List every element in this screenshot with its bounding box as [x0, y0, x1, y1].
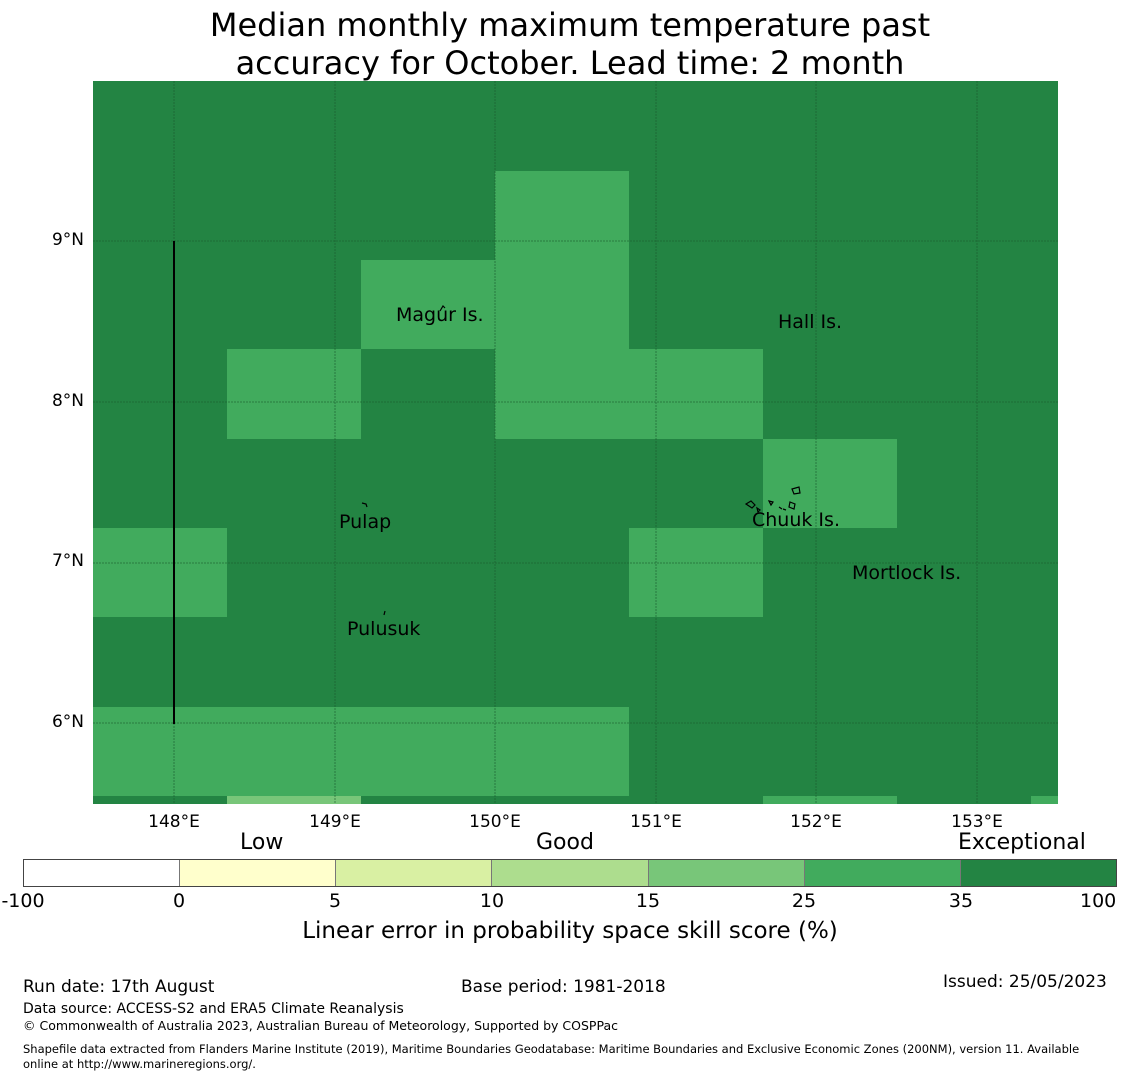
pulap-island-shape [361, 502, 368, 508]
legend-category-low: Low [240, 830, 284, 855]
place-label-mortlock: Mortlock Is. [852, 562, 962, 584]
colorbar-tick: 25 [791, 890, 817, 912]
shapefile-note: Shapefile data extracted from Flanders M… [23, 1042, 1080, 1056]
colorbar-tick: 0 [172, 890, 186, 912]
lon-tick: 148°E [148, 812, 200, 832]
skill-cell [1031, 796, 1058, 804]
lon-tick: 151°E [630, 812, 682, 832]
skill-cell [93, 528, 227, 617]
colorbar-tick: 100 [1080, 890, 1117, 912]
colorbar-label: Linear error in probability space skill … [302, 918, 838, 944]
colorbar-segment [492, 860, 649, 886]
place-label-hall: Hall Is. [778, 311, 843, 333]
colorbar-segment [648, 860, 805, 886]
chuuk-island-shape [744, 486, 801, 514]
colorbar-segment [960, 860, 1116, 886]
colorbar-segment [24, 860, 181, 886]
place-label-magur: Magur Is. [396, 304, 484, 326]
skill-cell-light [227, 796, 361, 804]
lat-tick: 9°N [51, 230, 84, 250]
colorbar-segment [804, 860, 961, 886]
data-source: Data source: ACCESS-S2 and ERA5 Climate … [23, 1001, 404, 1017]
map-title: Median monthly maximum temperature past … [0, 6, 1140, 82]
skill-cell [93, 707, 629, 796]
legend-category-good: Good [536, 830, 594, 855]
lon-tick: 150°E [469, 812, 521, 832]
colorbar-tick: -100 [1, 890, 45, 912]
title-line-2: accuracy for October. Lead time: 2 month [235, 44, 905, 82]
skill-cell [495, 171, 629, 260]
place-label-pulusuk: Pulusuk [347, 618, 421, 640]
base-period: Base period: 1981-2018 [461, 977, 666, 997]
colorbar-segment [336, 860, 493, 886]
title-line-1: Median monthly maximum temperature past [209, 6, 931, 44]
pulusuk-island-shape [383, 610, 386, 616]
place-label-chuuk: Chuuk Is. [752, 509, 840, 531]
colorbar-tick: 10 [479, 890, 505, 912]
colorbar [23, 859, 1117, 887]
lon-tick: 153°E [951, 812, 1003, 832]
lat-tick: 7°N [51, 551, 84, 571]
skill-cells [93, 171, 1058, 804]
magur-island-shape [439, 305, 446, 312]
colorbar-segment [180, 860, 337, 886]
skill-cell [629, 528, 763, 617]
place-label-pulap: Pulap [339, 511, 392, 533]
colorbar-tick: 35 [948, 890, 974, 912]
colorbar-tick: 15 [635, 890, 661, 912]
skill-cell [763, 439, 897, 528]
lat-tick: 6°N [51, 712, 84, 732]
run-date: Run date: 17th August [23, 977, 215, 997]
skill-cell [763, 796, 897, 804]
skill-cell [495, 349, 763, 439]
colorbar-tick: 5 [328, 890, 342, 912]
lon-tick: 149°E [309, 812, 361, 832]
skill-score-map [93, 81, 1058, 804]
copyright: © Commonwealth of Australia 2023, Austra… [23, 1018, 618, 1033]
issued-date: Issued: 25/05/2023 [943, 972, 1107, 992]
islands [361, 305, 801, 616]
shapefile-note-line-2: online at http://www.marineregions.org/. [23, 1057, 256, 1071]
lat-tick: 8°N [51, 391, 84, 411]
graticule [93, 81, 1058, 804]
skill-cell [227, 349, 361, 439]
lon-tick: 152°E [790, 812, 842, 832]
legend-category-exceptional: Exceptional [958, 830, 1086, 855]
